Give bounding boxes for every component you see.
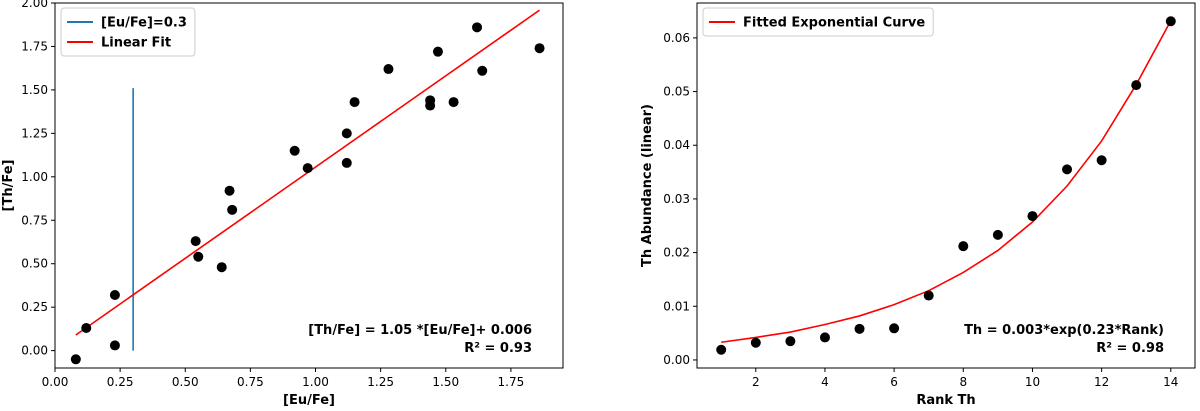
y-tick-label: 0.25: [21, 300, 48, 314]
data-point: [923, 290, 934, 301]
y-tick-label: 1.50: [21, 83, 48, 97]
data-point: [302, 163, 313, 174]
y-tick-label: 0.05: [663, 85, 690, 99]
data-point: [448, 97, 459, 108]
left-legend-box: [60, 7, 196, 57]
y-tick-label: 0.06: [663, 31, 690, 45]
left-x-ticks: 0.00 0.25 0.50 0.75 1.00 1.25 1.50 1.75: [42, 368, 525, 389]
y-tick-label: 0.03: [663, 192, 690, 206]
data-point: [716, 344, 727, 355]
data-point: [1096, 155, 1107, 166]
y-tick-label: 1.25: [21, 126, 48, 140]
left-y-ticks: 0.00 0.25 0.50 0.75 1.00 1.25 1.50 1.75 2.00: [21, 0, 55, 358]
legend-entry-vline: [Eu/Fe]=0.3: [101, 16, 187, 31]
data-point: [534, 43, 545, 54]
y-tick-label: 2.00: [21, 0, 48, 10]
x-tick-label: 10: [1025, 375, 1040, 389]
right-panel: 2 4 6 8 10 12 14 0.000.010.020.030.040.050.06 …: [640, 2, 1196, 408]
right-x-ticks: 2 4 6 8 10 12 14: [752, 368, 1178, 389]
left-x-axis-label: [Eu/Fe]: [283, 393, 335, 408]
right-axes-frame: [696, 2, 1196, 369]
data-point: [785, 336, 796, 347]
left-axes-frame: [54, 2, 564, 369]
left-fit-equation: [Th/Fe] = 1.05 *[Eu/Fe]+ 0.006: [308, 323, 532, 338]
data-point: [432, 46, 443, 57]
x-tick-label: 1.00: [302, 375, 329, 389]
y-tick-label: 0.50: [21, 257, 48, 271]
data-point: [109, 340, 120, 351]
left-y-axis-label: [Th/Fe]: [1, 160, 16, 212]
y-tick-label: 0.75: [21, 213, 48, 227]
left-panel: 0.00 0.25 0.50 0.75 1.00 1.25 1.50 1.75 0.00 0.2…: [1, 0, 564, 408]
x-tick-label: 1.25: [367, 375, 394, 389]
x-tick-label: 1.75: [498, 375, 525, 389]
data-point: [1027, 211, 1038, 222]
x-tick-label: 0.50: [172, 375, 199, 389]
data-point: [750, 337, 761, 348]
data-point: [1165, 16, 1176, 27]
right-fit-equation: Th = 0.003*exp(0.23*Rank): [964, 323, 1164, 338]
x-tick-label: 0.25: [107, 375, 134, 389]
data-point: [477, 65, 488, 76]
data-point: [1131, 80, 1142, 91]
data-point: [224, 185, 235, 196]
y-tick-label: 0.00: [21, 344, 48, 358]
x-tick-label: 0.75: [237, 375, 264, 389]
right-y-ticks: 0.00 0.01 0.02 0.03 0.04 0.05 0.06: [663, 31, 697, 367]
y-tick-label: 0.01: [663, 299, 690, 313]
data-point: [854, 323, 865, 334]
data-point: [289, 145, 300, 156]
legend-entry-exponential-curve: Fitted Exponential Curve: [743, 16, 925, 31]
y-tick-label: 0.02: [663, 246, 690, 260]
right-r-squared: R² = 0.98: [1096, 341, 1164, 356]
exponential-fit-curve: [721, 20, 1172, 344]
data-point: [958, 241, 969, 252]
x-tick-label: 6: [890, 375, 898, 389]
data-point: [992, 229, 1003, 240]
x-tick-label: 2: [752, 375, 760, 389]
right-plot-marks: [716, 16, 1176, 355]
x-tick-label: 12: [1094, 375, 1109, 389]
x-tick-label: 1.50: [432, 375, 459, 389]
x-tick-label: 4: [821, 375, 829, 389]
data-point: [819, 332, 830, 343]
data-point: [349, 97, 360, 108]
data-point: [109, 290, 120, 300]
data-point: [227, 204, 238, 215]
x-tick-label: 0.00: [42, 375, 69, 389]
y-tick-label: 0.00: [663, 353, 690, 367]
data-point: [216, 262, 227, 273]
x-tick-label: 8: [959, 375, 967, 389]
y-tick-label: 0.04: [663, 138, 690, 152]
right-x-axis-label: Rank Th: [916, 393, 975, 408]
data-point: [341, 128, 352, 139]
data-point: [383, 64, 394, 75]
right-y-axis-label: Th Abundance (linear): [640, 104, 655, 267]
data-point: [70, 354, 81, 365]
data-point: [193, 251, 204, 262]
data-point: [81, 323, 92, 334]
right-legend: Fitted Exponential Curve: [702, 7, 934, 37]
data-point: [425, 100, 436, 111]
data-point: [1062, 164, 1073, 175]
left-legend: [Eu/Fe]=0.3 Linear Fit: [60, 7, 196, 57]
left-r-squared: R² = 0.93: [464, 341, 532, 356]
legend-entry-linear-fit: Linear Fit: [101, 36, 171, 51]
y-tick-label: 1.75: [21, 39, 48, 53]
x-tick-label: 14: [1163, 375, 1178, 389]
left-plot-marks: [70, 9, 545, 365]
data-point: [190, 236, 201, 247]
y-tick-label: 1.00: [21, 170, 48, 184]
right-legend-box: [702, 7, 934, 37]
data-point: [889, 323, 900, 334]
data-point: [341, 157, 352, 168]
data-point: [472, 22, 483, 33]
